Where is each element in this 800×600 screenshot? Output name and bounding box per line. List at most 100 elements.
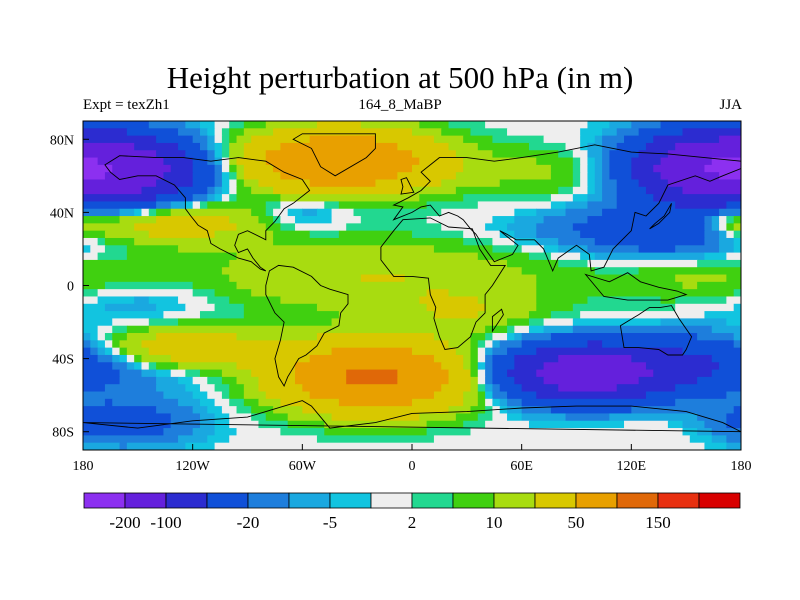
field-cell	[492, 135, 545, 144]
field-cell	[287, 208, 303, 217]
field-cell	[602, 194, 618, 203]
field-cell	[645, 186, 684, 195]
field-cell	[229, 194, 238, 203]
field-cell	[156, 384, 186, 393]
field-cell	[214, 150, 223, 159]
field-cell	[214, 172, 223, 181]
field-cell	[455, 150, 494, 159]
field-cell	[412, 128, 442, 137]
field-cell	[433, 391, 464, 400]
field-cell	[134, 354, 143, 363]
field-cell	[97, 237, 106, 246]
field-cell	[185, 121, 201, 129]
field-cell	[316, 208, 333, 217]
colorbar-label: -20	[237, 513, 260, 532]
field-cell	[83, 201, 157, 210]
field-cell	[199, 201, 208, 210]
field-cell	[156, 150, 186, 159]
field-cell	[207, 186, 216, 195]
field-cell	[602, 208, 720, 217]
field-cell	[163, 172, 194, 181]
y-tick-label: 0	[67, 280, 74, 295]
field-cell	[675, 296, 727, 305]
field-cell	[426, 420, 464, 429]
field-cell	[463, 230, 501, 239]
field-cell	[536, 369, 654, 378]
field-cell	[580, 157, 589, 166]
field-cell	[587, 194, 603, 203]
field-cell	[221, 142, 230, 151]
field-cell	[126, 347, 150, 356]
field-cell	[119, 347, 128, 356]
field-cell	[572, 172, 581, 181]
field-cell	[112, 398, 179, 407]
field-cell	[316, 121, 362, 129]
field-cell	[360, 274, 406, 283]
field-cell	[521, 340, 589, 349]
field-cell	[178, 245, 435, 254]
field-cell	[602, 179, 618, 188]
field-cell	[134, 142, 179, 151]
field-cell	[83, 135, 157, 144]
field-cell	[463, 157, 537, 166]
field-cell	[514, 354, 559, 363]
field-cell	[273, 128, 413, 137]
field-cell	[631, 121, 662, 129]
field-cell	[243, 384, 260, 393]
field-cell	[229, 186, 238, 195]
field-cell	[433, 245, 494, 254]
coastline	[491, 308, 504, 333]
field-cell	[704, 164, 741, 173]
field-cell	[550, 252, 581, 261]
field-cell	[485, 121, 589, 129]
field-cell	[229, 179, 238, 188]
field-cell	[258, 420, 289, 429]
field-cell	[331, 216, 362, 224]
field-cell	[112, 318, 150, 327]
field-cell	[251, 369, 296, 378]
season-label: JJA	[719, 97, 742, 113]
field-cell	[170, 201, 186, 210]
field-cell	[83, 186, 143, 195]
field-cell	[536, 391, 647, 400]
field-cell	[477, 376, 486, 385]
field-cell	[433, 135, 464, 144]
field-cell	[214, 384, 230, 393]
field-cell	[207, 376, 223, 385]
field-cell	[682, 281, 698, 290]
field-cell	[236, 135, 252, 144]
field-cell	[148, 325, 486, 334]
field-cell	[280, 142, 398, 151]
field-cell	[97, 252, 128, 261]
field-cell	[141, 340, 450, 349]
field-cell	[543, 325, 574, 334]
field-cell	[587, 296, 662, 305]
field-cell	[97, 325, 113, 334]
field-cell	[485, 347, 494, 356]
field-cell	[83, 274, 230, 283]
field-cell	[631, 354, 713, 363]
field-cell	[265, 208, 274, 217]
field-cell	[507, 406, 523, 415]
field-cell	[141, 354, 172, 363]
field-cell	[412, 150, 457, 159]
field-cell	[156, 406, 194, 415]
field-cell	[638, 376, 698, 385]
field-cell	[126, 362, 135, 371]
field-cell	[221, 179, 230, 188]
field-cell	[207, 435, 230, 444]
field-cell	[163, 391, 194, 400]
x-tick-label: 120W	[176, 459, 211, 474]
field-cell	[412, 347, 457, 356]
field-cell	[704, 420, 727, 429]
field-cell	[221, 128, 230, 137]
field-cell	[156, 303, 186, 312]
field-cell	[616, 179, 640, 188]
field-cell	[338, 398, 413, 407]
field-cell	[134, 223, 238, 232]
field-cell	[602, 135, 625, 144]
field-cell	[463, 354, 472, 363]
field-cell	[726, 201, 741, 210]
field-cell	[273, 186, 413, 195]
field-cell	[704, 216, 713, 224]
